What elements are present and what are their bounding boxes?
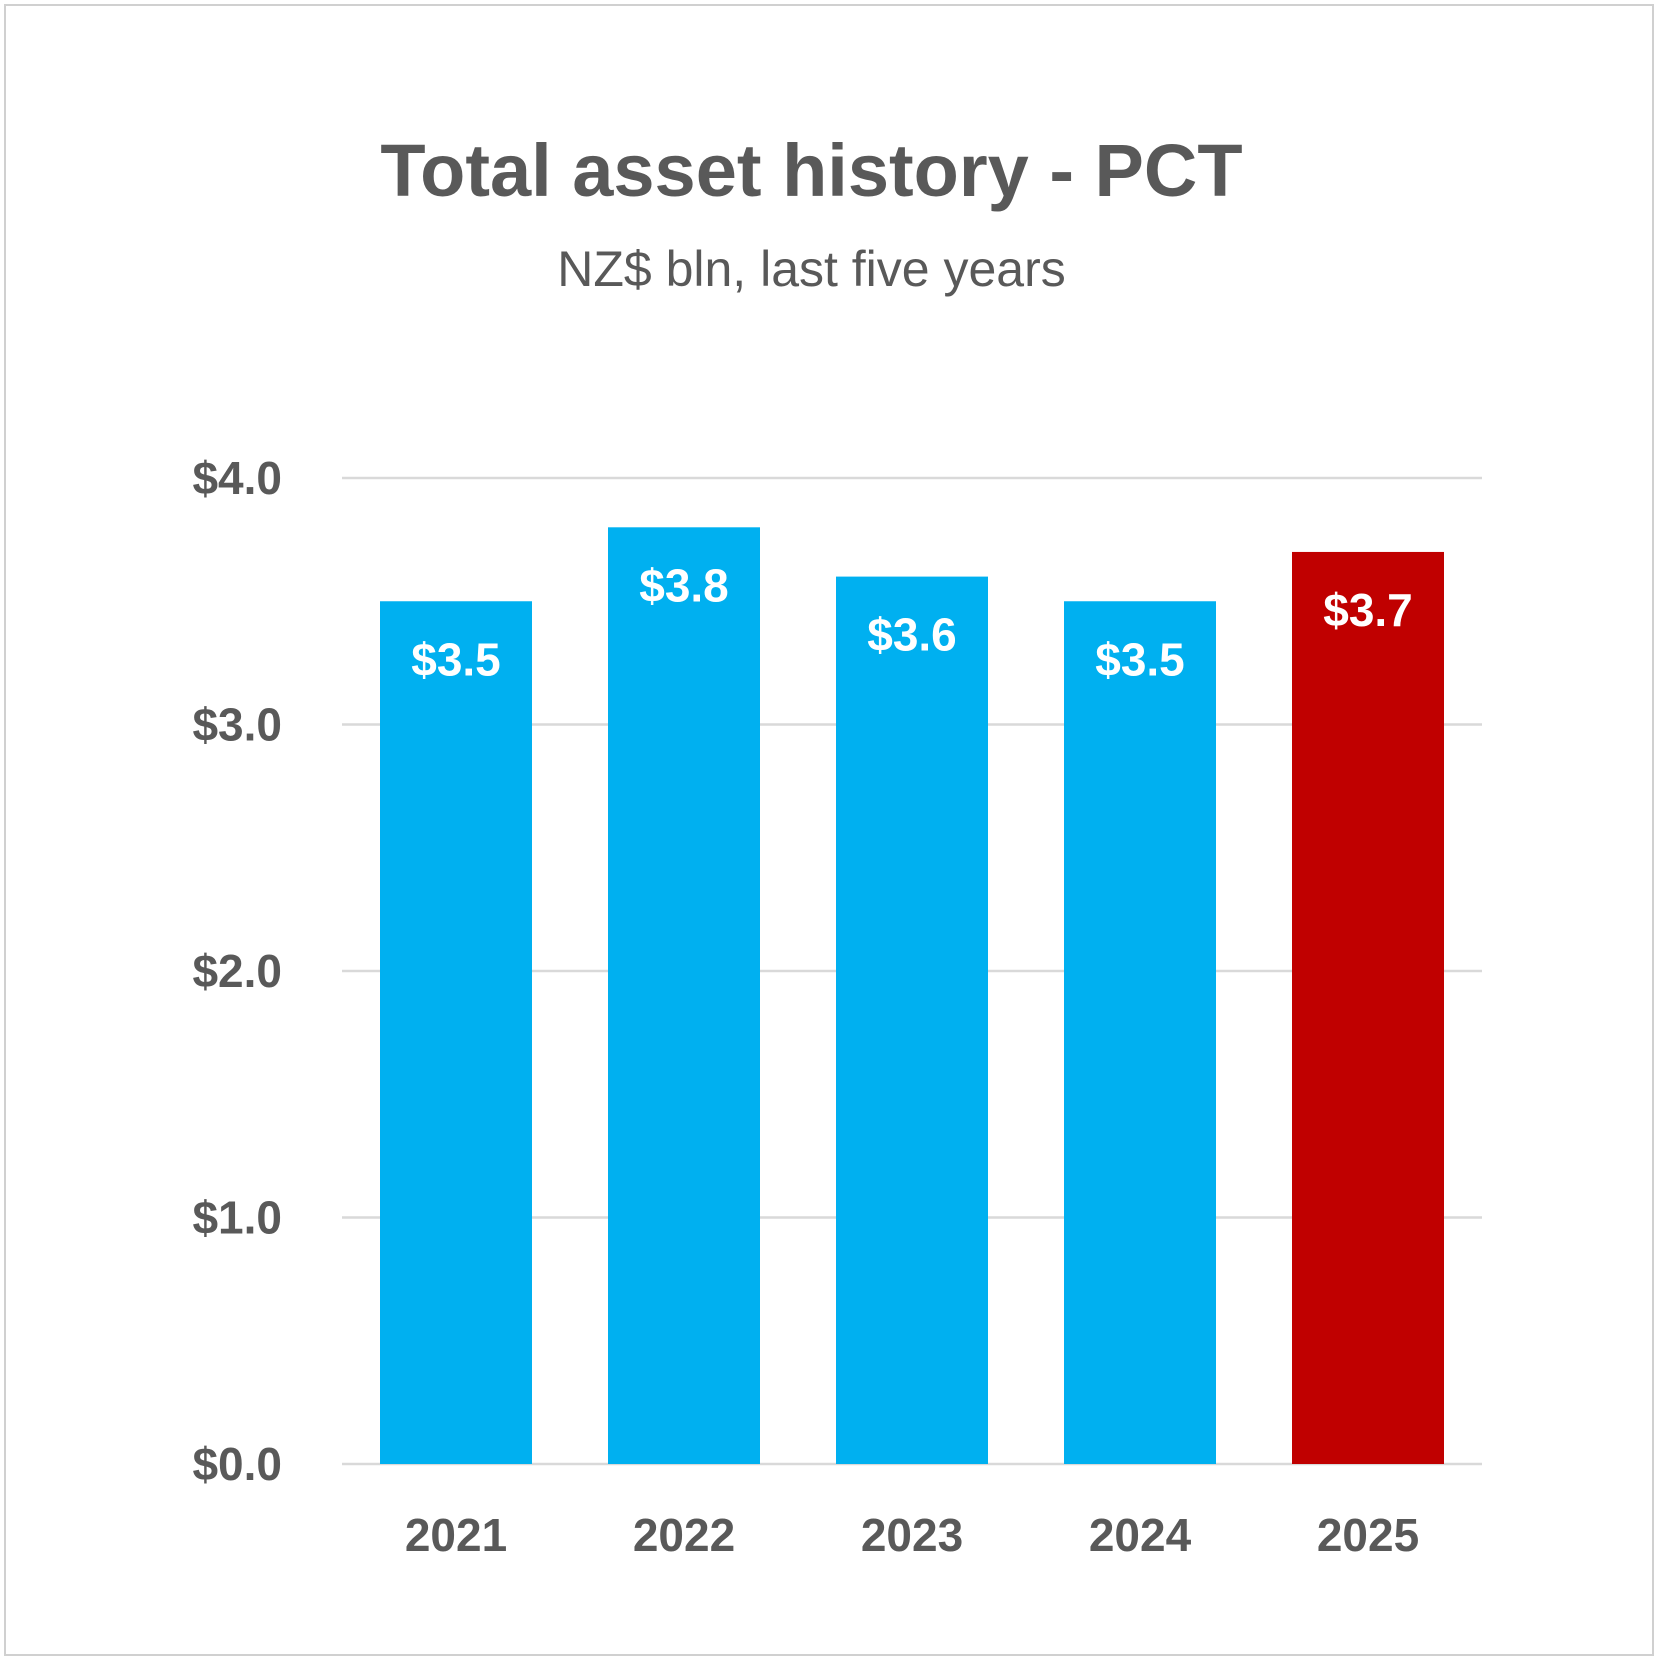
y-axis-tick-labels: $0.0 $1.0 $2.0 $3.0 $4.0 [192,452,282,1490]
bar [380,601,532,1464]
bars [380,527,1444,1464]
x-category-label: 2021 [405,1509,507,1561]
data-labels: $3.5 $3.8 $3.6 $3.5 $3.7 [411,559,1413,685]
y-tick-label: $0.0 [192,1438,282,1490]
y-tick-label: $4.0 [192,452,282,504]
data-label: $3.6 [867,609,957,661]
y-tick-label: $1.0 [192,1192,282,1244]
bar [608,527,760,1464]
chart-subtitle: NZ$ bln, last five years [557,241,1066,297]
data-label: $3.8 [639,559,729,611]
data-label: $3.7 [1323,584,1413,636]
x-category-label: 2024 [1089,1509,1192,1561]
chart-title: Total asset history - PCT [380,129,1243,212]
data-label: $3.5 [1095,633,1185,685]
y-tick-label: $3.0 [192,699,282,751]
y-tick-label: $2.0 [192,945,282,997]
x-category-label: 2022 [633,1509,735,1561]
x-axis-category-labels: 2021 2022 2023 2024 2025 [405,1509,1419,1561]
bar [1292,551,1444,1464]
x-category-label: 2023 [861,1509,963,1561]
x-category-label: 2025 [1317,1509,1419,1561]
bar [836,576,988,1464]
data-label: $3.5 [411,633,501,685]
bar [1064,601,1216,1464]
